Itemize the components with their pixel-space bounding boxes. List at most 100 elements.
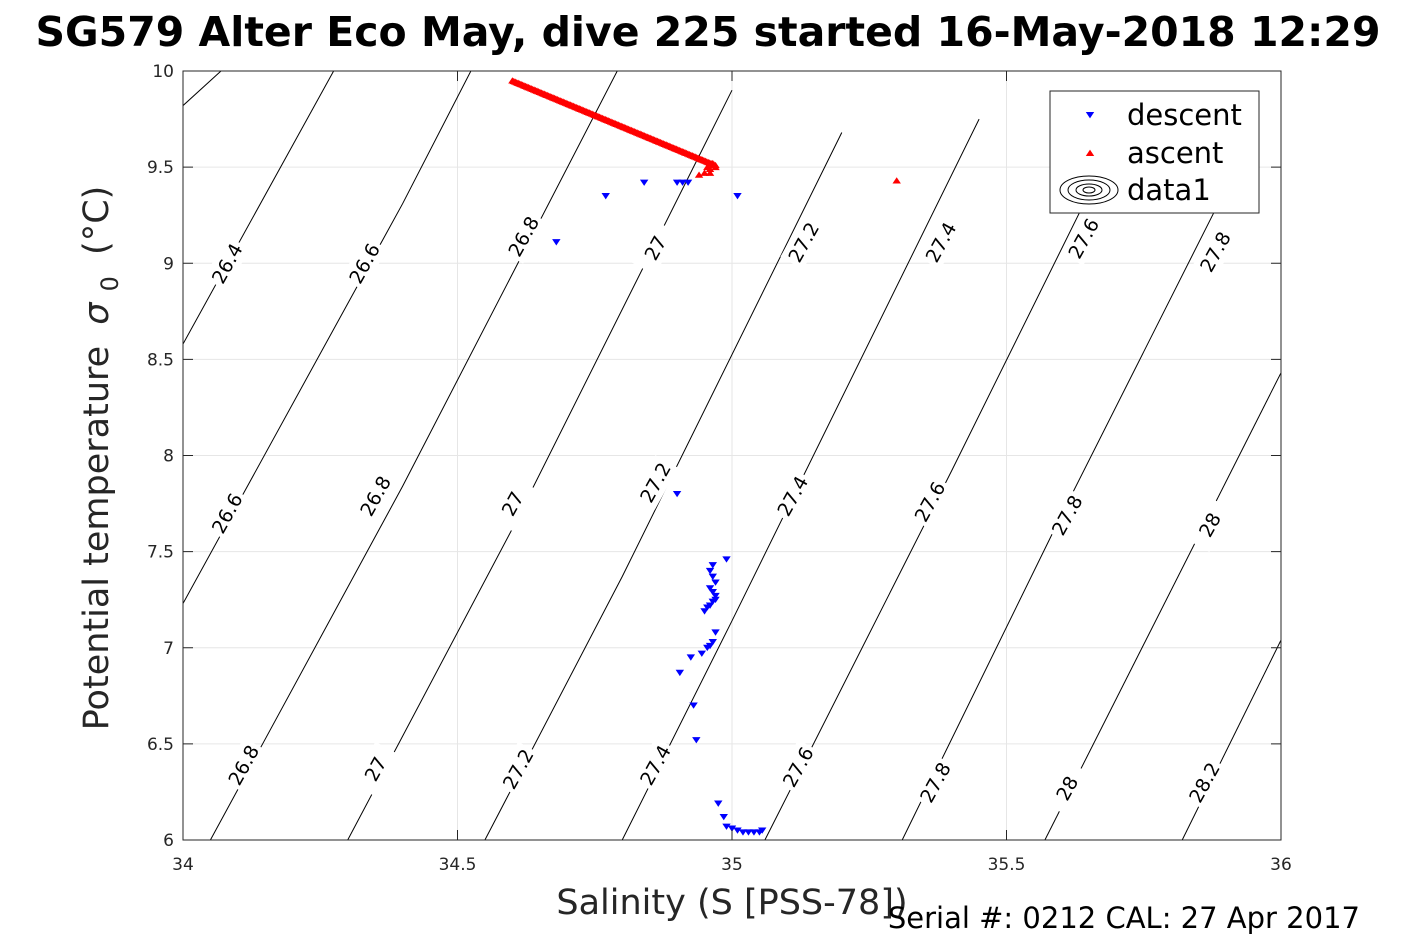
contour-label-background bbox=[1186, 497, 1233, 552]
ascent-point bbox=[892, 177, 901, 184]
descent-point bbox=[727, 825, 737, 832]
legend-label-data1: data1 bbox=[1127, 173, 1211, 207]
contour-label-background bbox=[220, 737, 267, 793]
ascent-point bbox=[694, 171, 704, 178]
chart-title: SG579 Alter Eco May, dive 225 started 16… bbox=[36, 8, 1381, 56]
contour-label-background bbox=[906, 474, 953, 529]
descent-point bbox=[733, 193, 742, 200]
contour-label-background bbox=[917, 214, 964, 270]
contour-label-background bbox=[774, 739, 821, 795]
y-tick-label: 9.5 bbox=[147, 158, 174, 178]
contour-label: 27 bbox=[489, 476, 536, 531]
descent-point bbox=[708, 639, 717, 646]
contour-line-28.2 bbox=[1044, 372, 1281, 840]
y-axis-title-subscript: 0 bbox=[96, 276, 124, 291]
descent-point bbox=[697, 650, 707, 657]
contour-label-background bbox=[341, 236, 388, 291]
x-tick-label: 35.5 bbox=[988, 855, 1026, 875]
contour-label-background bbox=[632, 737, 679, 793]
descent-point bbox=[738, 829, 748, 836]
contour-label-background bbox=[780, 214, 827, 270]
descent-point bbox=[692, 737, 701, 744]
x-tick-label: 36 bbox=[1270, 855, 1292, 875]
contour-label: 27.6 bbox=[774, 739, 821, 795]
contour-line-26.8 bbox=[183, 71, 472, 604]
contour-label-background bbox=[1060, 211, 1107, 266]
svg-text:Potential temperature σ: Potential temperature σ 0 (°C) bbox=[77, 186, 127, 731]
x-tick-label: 34.5 bbox=[439, 855, 477, 875]
descent-point bbox=[722, 556, 731, 563]
y-tick-label: 8 bbox=[163, 447, 174, 467]
ascent-point bbox=[708, 159, 717, 167]
descent-point bbox=[675, 669, 685, 677]
contour-label-background bbox=[489, 476, 536, 531]
contour-label-background bbox=[352, 468, 399, 524]
y-tick-label: 8.5 bbox=[147, 350, 174, 370]
descent-point bbox=[708, 589, 717, 596]
legend-ascent-marker bbox=[1085, 149, 1095, 156]
descent-point bbox=[749, 829, 759, 836]
contour-label-background bbox=[912, 755, 959, 810]
legend-label-descent: descent bbox=[1127, 98, 1242, 132]
y-tick-label: 6 bbox=[163, 831, 174, 851]
ascent-point bbox=[705, 169, 715, 176]
descent-point bbox=[708, 573, 717, 580]
descent-point bbox=[703, 604, 712, 611]
descent-point bbox=[705, 567, 715, 575]
descent-point bbox=[639, 179, 649, 186]
descent-point bbox=[672, 179, 682, 186]
legend-descent-marker bbox=[1085, 112, 1095, 119]
descent-point bbox=[711, 629, 720, 636]
descent-point bbox=[672, 491, 682, 498]
descent-point bbox=[711, 579, 720, 586]
x-tick-label: 35 bbox=[721, 855, 743, 875]
axis-ticks: 34 34.5 35 35.5 36 6 6.5 7 7.5 8 8.5 9 9.5 10 bbox=[147, 62, 1292, 875]
serial-cal-footer: Serial #: 0212 CAL: 27 Apr 2017 bbox=[888, 901, 1360, 935]
descent-point bbox=[705, 585, 715, 592]
descent-point bbox=[703, 644, 712, 652]
legend-label-ascent: ascent bbox=[1127, 136, 1223, 170]
contour-label-background bbox=[203, 236, 250, 291]
y-axis-title-text: Potential temperature bbox=[77, 346, 117, 730]
descent-point bbox=[708, 562, 717, 569]
descent-point bbox=[700, 608, 709, 615]
y-tick-label: 10 bbox=[152, 62, 174, 82]
contour-label-background bbox=[500, 209, 547, 264]
contour-label: 26.8 bbox=[500, 209, 547, 264]
descent-point bbox=[552, 239, 561, 246]
contour-line-26.4 bbox=[183, 71, 222, 106]
y-tick-label: 9 bbox=[163, 254, 174, 274]
descent-point bbox=[689, 702, 698, 709]
contour-label-background bbox=[1043, 487, 1090, 543]
contour-label-background bbox=[769, 468, 816, 524]
contour-line-27.8 bbox=[764, 138, 1117, 840]
ascent-point bbox=[703, 163, 712, 171]
contour-line-27 bbox=[209, 71, 618, 840]
descent-point bbox=[711, 592, 720, 600]
contour-label-background bbox=[632, 220, 679, 276]
descent-point bbox=[722, 823, 731, 830]
descent-point bbox=[757, 827, 767, 834]
x-tick-label: 34 bbox=[172, 855, 194, 875]
legend-contour-marker bbox=[1059, 175, 1119, 205]
contour-label-background bbox=[1181, 755, 1228, 810]
legend-contour-marker bbox=[1082, 186, 1096, 194]
descent-point bbox=[601, 193, 610, 200]
descent-point bbox=[708, 598, 717, 605]
descent-point bbox=[683, 179, 693, 186]
y-tick-label: 6.5 bbox=[147, 735, 174, 755]
contour-label-background bbox=[494, 741, 541, 797]
y-tick-label: 7 bbox=[163, 639, 174, 659]
contour-label-background bbox=[352, 741, 399, 797]
data-series bbox=[508, 77, 901, 836]
contour-label-background bbox=[203, 485, 250, 541]
contour-label-background bbox=[1192, 224, 1239, 279]
contour-label-background bbox=[1043, 760, 1090, 816]
descent-point bbox=[678, 179, 687, 186]
legend-contour-marker bbox=[1075, 183, 1103, 197]
y-tick-label: 7.5 bbox=[147, 543, 174, 563]
descent-point bbox=[686, 654, 696, 661]
legend-contour-marker bbox=[1067, 179, 1111, 201]
